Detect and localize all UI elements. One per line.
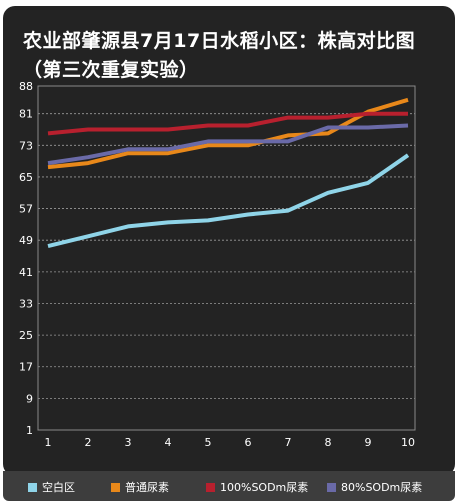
legend-item-series-1[interactable]: 普通尿素: [111, 480, 169, 494]
y-tick-label: 65: [19, 171, 33, 184]
x-tick-label: 10: [401, 436, 415, 449]
legend-label: 80%SODm尿素: [341, 481, 423, 494]
y-tick-label: 88: [19, 80, 33, 93]
x-tick-label: 2: [85, 436, 92, 449]
y-tick-label: 17: [19, 361, 33, 374]
x-tick-label: 5: [205, 436, 212, 449]
chart-panel: [3, 6, 455, 476]
y-tick-label: 41: [19, 266, 33, 279]
x-tick-label: 7: [285, 436, 292, 449]
y-tick-label: 81: [19, 108, 33, 121]
x-tick-labels: 1 2 3 4 5 6 7 8 9 10: [45, 436, 416, 449]
series-line-0: [47, 153, 410, 249]
y-tick-label: 9: [26, 392, 33, 405]
chart-title: 农业部肇源县7月17日水稻小区：株高对比图（第三次重复实验）: [23, 30, 416, 81]
series-line-3: [47, 123, 409, 166]
x-tick-label: 6: [245, 436, 252, 449]
y-tick-label: 57: [19, 203, 33, 216]
legend-item-series-3[interactable]: 80%SODm尿素: [327, 480, 422, 494]
x-tick-label: 3: [125, 436, 132, 449]
x-tick-label: 1: [45, 436, 52, 449]
y-tick-label: 25: [19, 329, 33, 342]
legend-item-series-0[interactable]: 空白区: [28, 480, 75, 494]
x-tick-label: 8: [325, 436, 332, 449]
legend-item-series-2[interactable]: 100%SODm尿素: [206, 480, 308, 494]
legend-swatch: [327, 482, 336, 492]
x-tick-label: 9: [365, 436, 372, 449]
y-tick-label: 1: [26, 424, 33, 437]
series-line-1: [47, 97, 409, 170]
x-tick-label: 4: [165, 436, 172, 449]
legend-swatch: [28, 482, 37, 492]
plot-frame: [37, 85, 416, 431]
legend: 空白区 普通尿素 100%SODm尿素 80%SODm尿素: [3, 471, 455, 501]
legend-label: 100%SODm尿素: [220, 481, 309, 494]
series-line-2: [47, 111, 408, 136]
legend-label: 空白区: [42, 481, 75, 494]
y-tick-labels: 1 9 17 25 33 41 49 57 65 73 81 88: [19, 80, 33, 437]
legend-swatch: [111, 482, 120, 492]
plot-border: [37, 85, 416, 431]
y-tick-label: 33: [19, 297, 33, 310]
legend-swatch: [206, 482, 215, 492]
y-tick-label: 49: [19, 234, 33, 247]
y-tick-label: 73: [19, 139, 33, 152]
series-lines: [47, 97, 410, 249]
legend-label: 普通尿素: [125, 481, 169, 494]
